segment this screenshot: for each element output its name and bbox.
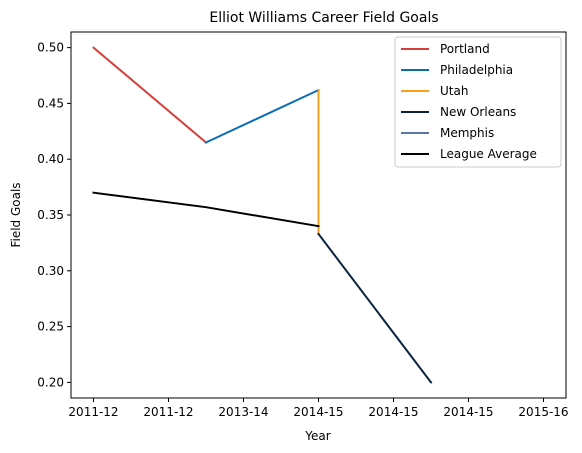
x-axis: 2011-12 2011-12 2013-14 2014-15 2014-15 2014-… [68, 398, 569, 419]
series-line-5 [92, 191, 320, 228]
chart-title: Elliot Williams Career Field Goals [209, 10, 438, 26]
y-tick-label: 0.50 [37, 41, 64, 55]
legend-entry: Philadelphia [440, 63, 513, 77]
y-axis: 0.20 0.25 0.30 0.35 0.40 0.45 0.50 [37, 41, 71, 389]
x-tick-label: 2014-15 [443, 405, 493, 419]
legend-box [394, 36, 562, 168]
y-axis-label: Field Goals [9, 182, 23, 247]
y-tick-label: 0.35 [37, 208, 64, 222]
y-tick-label: 0.45 [37, 96, 64, 110]
legend-entry: Utah [440, 84, 468, 98]
legend: Portland Philadelphia Utah New Orleans Memph… [394, 36, 562, 168]
series-line-1 [204, 88, 320, 144]
y-tick-label: 0.40 [37, 152, 64, 166]
y-tick-label: 0.30 [37, 264, 64, 278]
x-tick-label: 2015-16 [518, 405, 568, 419]
series-line-3 [317, 232, 433, 384]
legend-entry: Memphis [440, 126, 494, 140]
series-line-0 [92, 46, 208, 144]
x-tick-label: 2014-15 [293, 405, 343, 419]
x-axis-label: Year [304, 429, 330, 443]
x-tick-label: 2013-14 [218, 405, 268, 419]
x-tick-label: 2011-12 [68, 405, 118, 419]
x-tick-label: 2011-12 [143, 405, 193, 419]
x-tick-label: 2014-15 [368, 405, 418, 419]
legend-entry: Portland [440, 42, 490, 56]
legend-entry: New Orleans [440, 105, 516, 119]
y-tick-label: 0.20 [37, 375, 64, 389]
y-tick-label: 0.25 [37, 320, 64, 334]
legend-entry: League Average [440, 147, 537, 161]
